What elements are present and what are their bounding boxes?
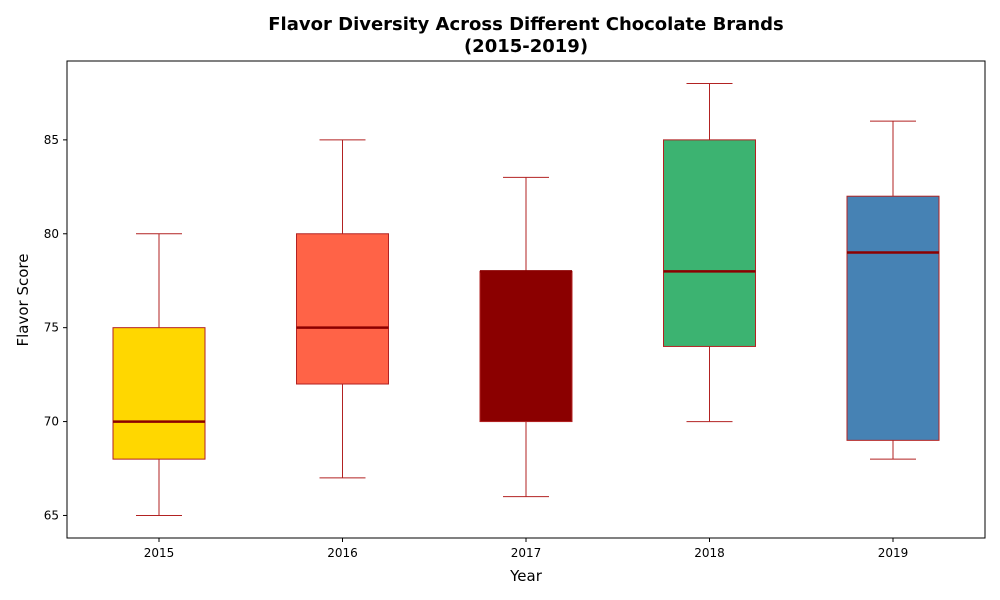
y-ticks-layer: 65 70 75 80 85 xyxy=(44,133,67,522)
y-tick-label-85: 85 xyxy=(44,133,59,147)
box-2015 xyxy=(112,233,206,516)
box-2019 xyxy=(846,120,940,460)
box-body-2015 xyxy=(112,327,206,460)
x-tick-label-2019: 2019 xyxy=(878,546,909,560)
x-tick-label-2017: 2017 xyxy=(511,546,542,560)
x-tick-label-2018: 2018 xyxy=(694,546,725,560)
y-tick-label-75: 75 xyxy=(44,321,59,335)
y-axis-label: Flavor Score xyxy=(14,254,32,347)
x-tick-label-2015: 2015 xyxy=(144,546,175,560)
y-tick-label-80: 80 xyxy=(44,227,59,241)
x-axis-label: Year xyxy=(509,567,543,585)
x-ticks-layer: 2015 2016 2017 2018 2019 xyxy=(144,538,909,560)
box-2018 xyxy=(663,83,756,423)
boxes-layer xyxy=(112,83,940,516)
box-body-2019 xyxy=(846,195,940,441)
box-2016 xyxy=(296,139,389,479)
box-2017 xyxy=(479,176,573,498)
chart-title-line2: (2015-2019) xyxy=(464,36,588,57)
y-tick-label-65: 65 xyxy=(44,508,59,522)
box-body-2016 xyxy=(296,233,389,385)
x-tick-label-2016: 2016 xyxy=(327,546,358,560)
box-body-2017 xyxy=(479,270,573,423)
chart-title-line1: Flavor Diversity Across Different Chocol… xyxy=(268,14,783,35)
box-body-2018 xyxy=(663,139,756,347)
y-tick-label-70: 70 xyxy=(44,415,59,429)
